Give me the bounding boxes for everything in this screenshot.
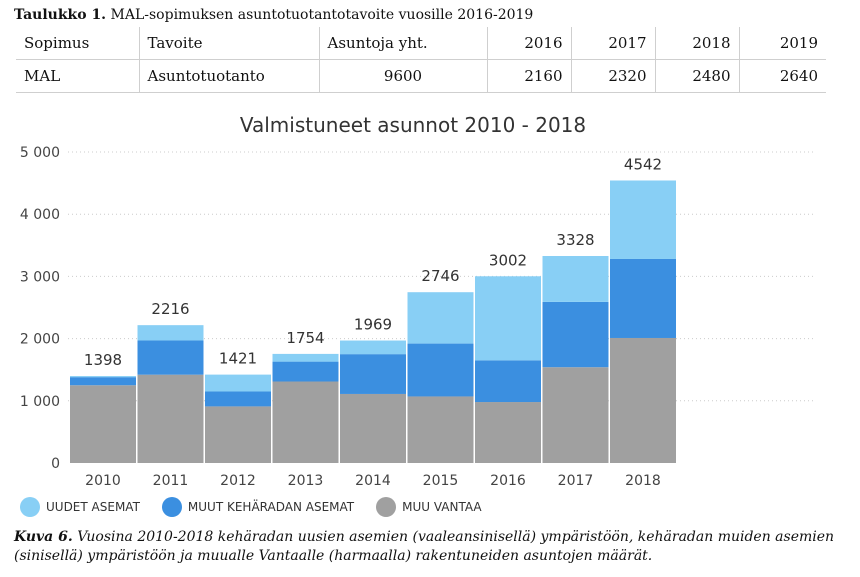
bar-segment [475, 276, 541, 361]
bar-segment [407, 292, 474, 344]
y-tick-label: 4 000 [20, 207, 60, 223]
cell-2019: 2640 [738, 59, 826, 93]
legend-item-muu-vantaa: MUU VANTAA [376, 497, 482, 517]
bar-segment [340, 393, 406, 463]
data-label: 2746 [421, 267, 459, 285]
table-caption-text: MAL-sopimuksen asuntotuotantotavoite vuo… [110, 7, 534, 23]
target-table: Sopimus Tavoite Asuntoja yht. 2016 2017 … [16, 27, 826, 93]
data-label: 1969 [354, 316, 392, 334]
bar-segment [205, 406, 271, 463]
x-tick-label: 2014 [355, 473, 391, 489]
y-tick-label: 5 000 [20, 145, 60, 161]
data-label: 1398 [84, 351, 122, 369]
data-label: 3328 [556, 231, 594, 249]
x-tick-label: 2011 [153, 473, 189, 489]
bar-segment [70, 377, 136, 386]
cell-sopimus: MAL [24, 67, 61, 85]
x-tick-label: 2016 [490, 473, 526, 489]
bar-segment [340, 354, 406, 394]
bar-segment [475, 360, 541, 403]
bar-segment [407, 343, 474, 397]
header-2016: 2016 [486, 27, 571, 60]
header-2018: 2018 [654, 27, 739, 60]
bar-segment [340, 340, 406, 355]
legend-item-uudet-asemat: UUDET ASEMAT [20, 497, 140, 517]
chart-legend: UUDET ASEMAT MUUT KEHÄRADAN ASEMAT MUU V… [20, 497, 504, 517]
data-label: 1754 [286, 329, 324, 347]
bar-segment [475, 402, 541, 463]
cell-2018: 2480 [654, 59, 739, 93]
chart-title: Valmistuneet asunnot 2010 - 2018 [240, 113, 586, 137]
cell-2016: 2160 [486, 59, 571, 93]
bar-segment [610, 258, 676, 338]
bar-segment [205, 374, 271, 392]
figure-caption-text: Vuosina 2010-2018 kehäradan uusien asemi… [14, 529, 835, 564]
bar-segment [137, 340, 204, 375]
bar-segment [610, 337, 676, 463]
bar-segment [205, 391, 271, 407]
bar-segment [542, 255, 609, 302]
x-tick-label: 2018 [625, 473, 661, 489]
legend-label-uudet: UUDET ASEMAT [46, 500, 140, 514]
data-label: 3002 [489, 251, 527, 269]
y-tick-label: 2 000 [20, 332, 60, 348]
cell-asuntoja: 9600 [318, 59, 487, 93]
x-tick-label: 2013 [288, 473, 324, 489]
legend-swatch-muut [161, 497, 182, 517]
y-tick-label: 1 000 [20, 394, 60, 410]
bar-segment [272, 353, 339, 362]
y-tick-label: 3 000 [20, 269, 60, 285]
cell-tavoite: Asuntotuotanto [138, 59, 319, 93]
legend-item-muut-keharadan: MUUT KEHÄRADAN ASEMAT [161, 497, 355, 517]
legend-label-muut: MUUT KEHÄRADAN ASEMAT [187, 500, 355, 514]
data-label: 1421 [219, 350, 257, 368]
table-row: MAL Asuntotuotanto 9600 2160 2320 2480 2… [16, 59, 826, 93]
legend-swatch-vantaa [376, 497, 397, 517]
x-tick-label: 2015 [423, 473, 459, 489]
y-tick-label: 0 [51, 456, 60, 472]
bar-segment [272, 381, 339, 463]
bar-segment [272, 361, 339, 382]
x-tick-label: 2017 [558, 473, 594, 489]
x-tick-label: 2010 [85, 473, 121, 489]
figure-caption-label: Kuva 6. [14, 529, 73, 545]
bar-segment [542, 301, 609, 368]
bar-segment [70, 376, 136, 378]
bar-segment [137, 325, 204, 341]
bar-segment [542, 367, 609, 463]
legend-swatch-uudet [20, 497, 40, 517]
data-label: 4542 [624, 155, 662, 173]
bar-segment [70, 385, 136, 463]
data-label: 2216 [151, 300, 189, 318]
bar-segment [137, 374, 204, 463]
header-2017: 2017 [570, 27, 655, 60]
header-asuntoja: Asuntoja yht. [318, 27, 487, 60]
table-caption: Taulukko 1. MAL-sopimuksen asuntotuotant… [14, 7, 533, 23]
header-2019: 2019 [738, 27, 826, 60]
header-sopimus: Sopimus [24, 34, 90, 52]
bar-segment [610, 180, 676, 259]
bar-segment [407, 396, 474, 463]
figure-caption: Kuva 6. Vuosina 2010-2018 kehäradan uusi… [14, 528, 844, 566]
cell-2017: 2320 [570, 59, 655, 93]
table-caption-label: Taulukko 1. [14, 7, 107, 23]
x-tick-label: 2012 [220, 473, 256, 489]
legend-label-vantaa: MUU VANTAA [402, 500, 482, 514]
header-tavoite: Tavoite [138, 27, 319, 60]
stacked-bar-chart: Valmistuneet asunnot 2010 - 2018 0 1 000 2 … [20, 113, 815, 489]
table-header-row: Sopimus Tavoite Asuntoja yht. 2016 2017 … [16, 27, 826, 60]
